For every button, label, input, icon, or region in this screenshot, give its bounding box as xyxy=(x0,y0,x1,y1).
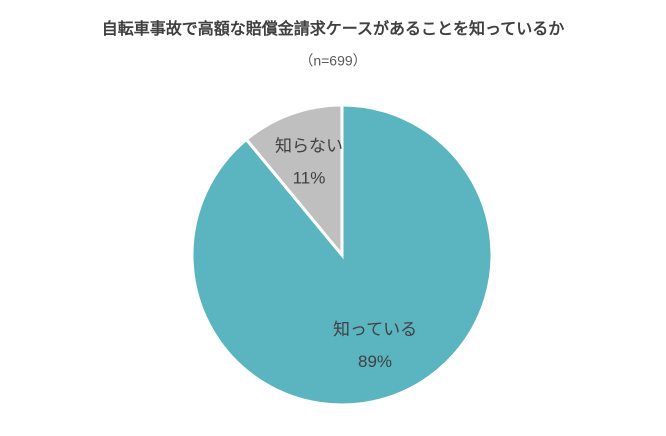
slice-value-label: 89% xyxy=(358,352,392,371)
slice-value-label: 11% xyxy=(293,169,326,188)
pie-slice xyxy=(190,103,494,407)
pie-slice xyxy=(244,103,344,260)
slice-label: 知っている xyxy=(333,320,417,339)
chart-title: 自転車事故で高額な賠償金請求ケースがあることを知っているか xyxy=(102,19,564,38)
chart-subtitle: （n=699） xyxy=(299,53,366,69)
slice-label: 知らない xyxy=(275,137,343,156)
